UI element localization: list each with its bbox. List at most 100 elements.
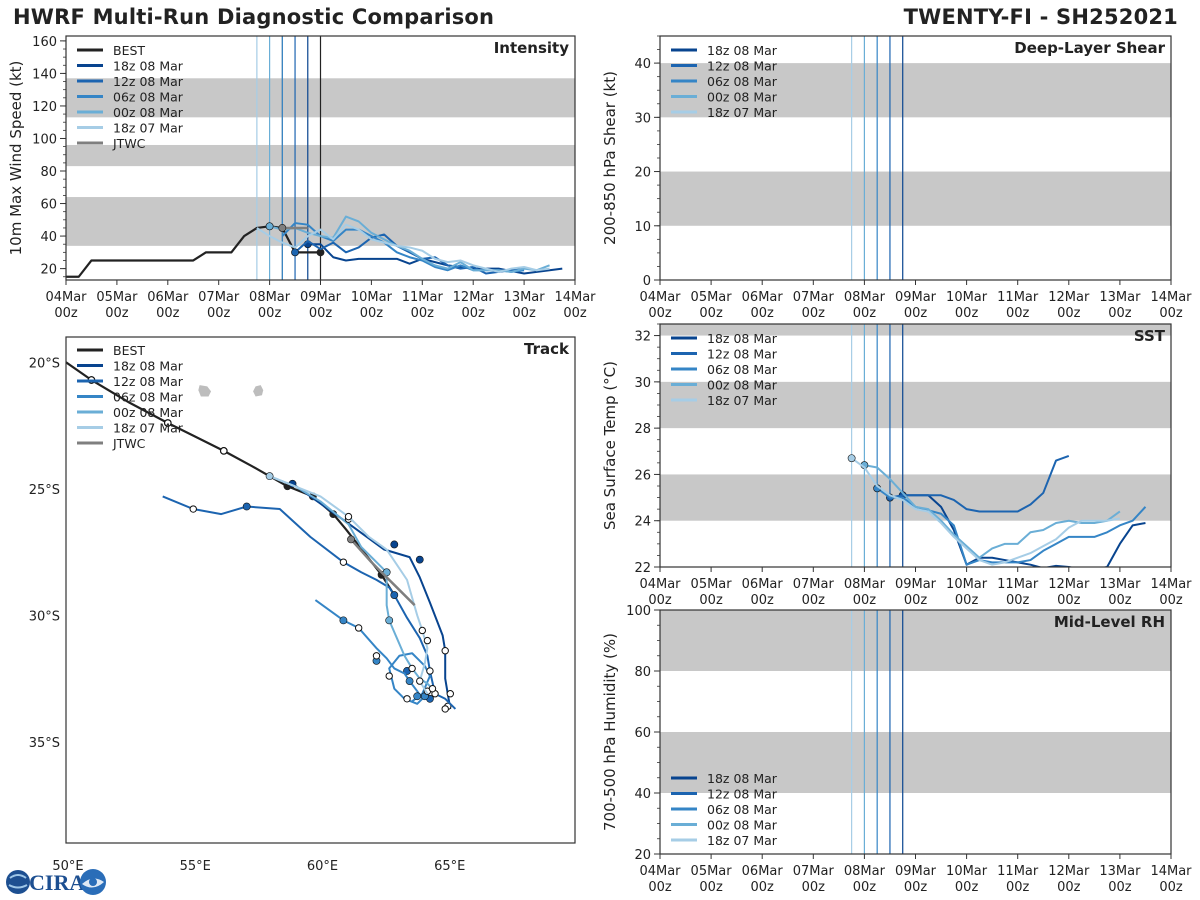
x-tick-label: 11Mar [997,577,1039,592]
panel-title: Intensity [494,39,570,57]
x-tick-label: 00z [751,306,775,321]
x-tick-label: 12Mar [1048,577,1090,592]
data-point-open [441,705,449,713]
panel-title: Deep-Layer Shear [1014,39,1165,57]
x-tick-label: 00z [411,306,435,321]
x-tick-label: 00z [955,306,979,321]
panel-title: Track [524,340,570,358]
x-tick-label: 13Mar [504,290,546,305]
x-tick-label: 08Mar [249,290,291,305]
legend-label: 18z 08 Mar [707,771,778,786]
x-tick-label: 05Mar [691,864,733,879]
x-tick-label: 00z [1159,306,1183,321]
x-tick-label: 04Mar [639,577,681,592]
x-tick-label: 00z [462,306,486,321]
x-tick-label: 13Mar [1099,577,1141,592]
data-point-open [446,690,454,698]
legend-label: 18z 07 Mar [707,105,778,120]
y-tick-label: 40 [40,230,57,245]
x-tick-label: 08Mar [844,864,886,879]
y-tick-label: 40 [634,787,651,802]
x-tick-label: 14Mar [1150,864,1192,879]
legend-label: 06z 08 Mar [113,90,184,105]
shaded-band [660,610,1171,671]
legend-label: 06z 08 Mar [707,802,778,817]
data-point [242,502,251,511]
x-tick-label: 06Mar [742,290,784,305]
data-point [413,692,422,701]
y-tick-label: 28 [634,422,651,437]
y-axis-label: 200-850 hPa Shear (kt) [601,71,619,245]
x-tick-label: 00z [1159,593,1183,608]
x-tick-label: 08Mar [844,290,886,305]
plot-area-rh [660,610,1171,854]
data-point-open [428,684,437,693]
y-tick-label: 0 [643,274,651,289]
x-tick-label: 00z [512,306,536,321]
x-tick-label: 05Mar [691,577,733,592]
x-tick-label: 07Mar [793,290,835,305]
x-tick-label: 00z [904,880,928,895]
x-tick-label: 00z [699,880,723,895]
data-point [347,535,355,544]
x-tick-label: 00z [1006,880,1030,895]
x-tick-label: 00z [648,880,672,895]
y-tick-label: 32 [634,330,651,345]
x-tick-label: 00z [751,880,775,895]
page-title: HWRF Multi-Run Diagnostic Comparison [13,5,495,29]
x-tick-label: 00z [853,306,877,321]
data-point [390,591,399,599]
series-line-jtwc [350,538,416,607]
y-tick-label: 20 [634,166,651,181]
x-tick-label: 00z [1159,880,1183,895]
y-tick-label: 30°S [29,609,60,624]
legend-label: JTWC [112,136,146,151]
data-point-open [423,636,432,645]
x-tick-label: 00z [105,306,129,321]
data-point-open [164,419,172,427]
legend-label: JTWC [112,436,146,451]
x-tick-label: 00z [1006,306,1030,321]
shaded-band [660,171,1171,226]
legend-label: 06z 08 Mar [113,390,184,405]
x-tick-label: 00z [699,593,723,608]
x-tick-label: 12Mar [1048,290,1090,305]
series-line-18z-07-mar [269,475,429,695]
series-line-00z-08-mar [269,475,434,690]
x-tick-label: 00z [802,306,826,321]
shaded-band [660,732,1171,793]
cira-logo: CIRA [6,869,106,895]
data-point-open [418,626,426,635]
x-tick-label: 07Mar [793,577,835,592]
legend-label: 12z 08 Mar [707,59,778,74]
axes-frame [65,336,576,844]
x-tick-label: 08Mar [844,577,886,592]
x-tick-label: 09Mar [300,290,342,305]
x-tick-label: 13Mar [1099,290,1141,305]
x-tick-label: 00z [1006,593,1030,608]
legend-label: 18z 07 Mar [113,421,184,436]
data-point [265,472,274,481]
y-tick-label: 60 [634,726,651,741]
storm-id-title: TWENTY-FI - SH252021 [903,5,1178,29]
x-tick-label: 60°E [307,859,338,874]
data-point [415,555,424,564]
x-tick-label: 00z [1108,880,1132,895]
x-tick-label: 11Mar [997,864,1039,879]
legend-label: 00z 08 Mar [113,105,184,120]
x-tick-label: 00z [1057,593,1081,608]
x-tick-label: 00z [853,593,877,608]
y-tick-label: 35°S [29,736,60,751]
legend-label: 06z 08 Mar [707,362,778,377]
legend-label: 00z 08 Mar [707,818,778,833]
x-tick-label: 04Mar [639,864,681,879]
panel-shear: 04Mar00z05Mar00z06Mar00z07Mar00z08Mar00z… [601,35,1192,321]
x-tick-label: 50°E [52,859,83,874]
legend-label: 18z 08 Mar [707,43,778,58]
x-tick-label: 09Mar [895,290,937,305]
y-tick-label: 22 [634,561,651,576]
series-line-12z-08-mar [889,454,1070,513]
x-tick-label: 05Mar [691,290,733,305]
legend-label: 12z 08 Mar [707,787,778,802]
